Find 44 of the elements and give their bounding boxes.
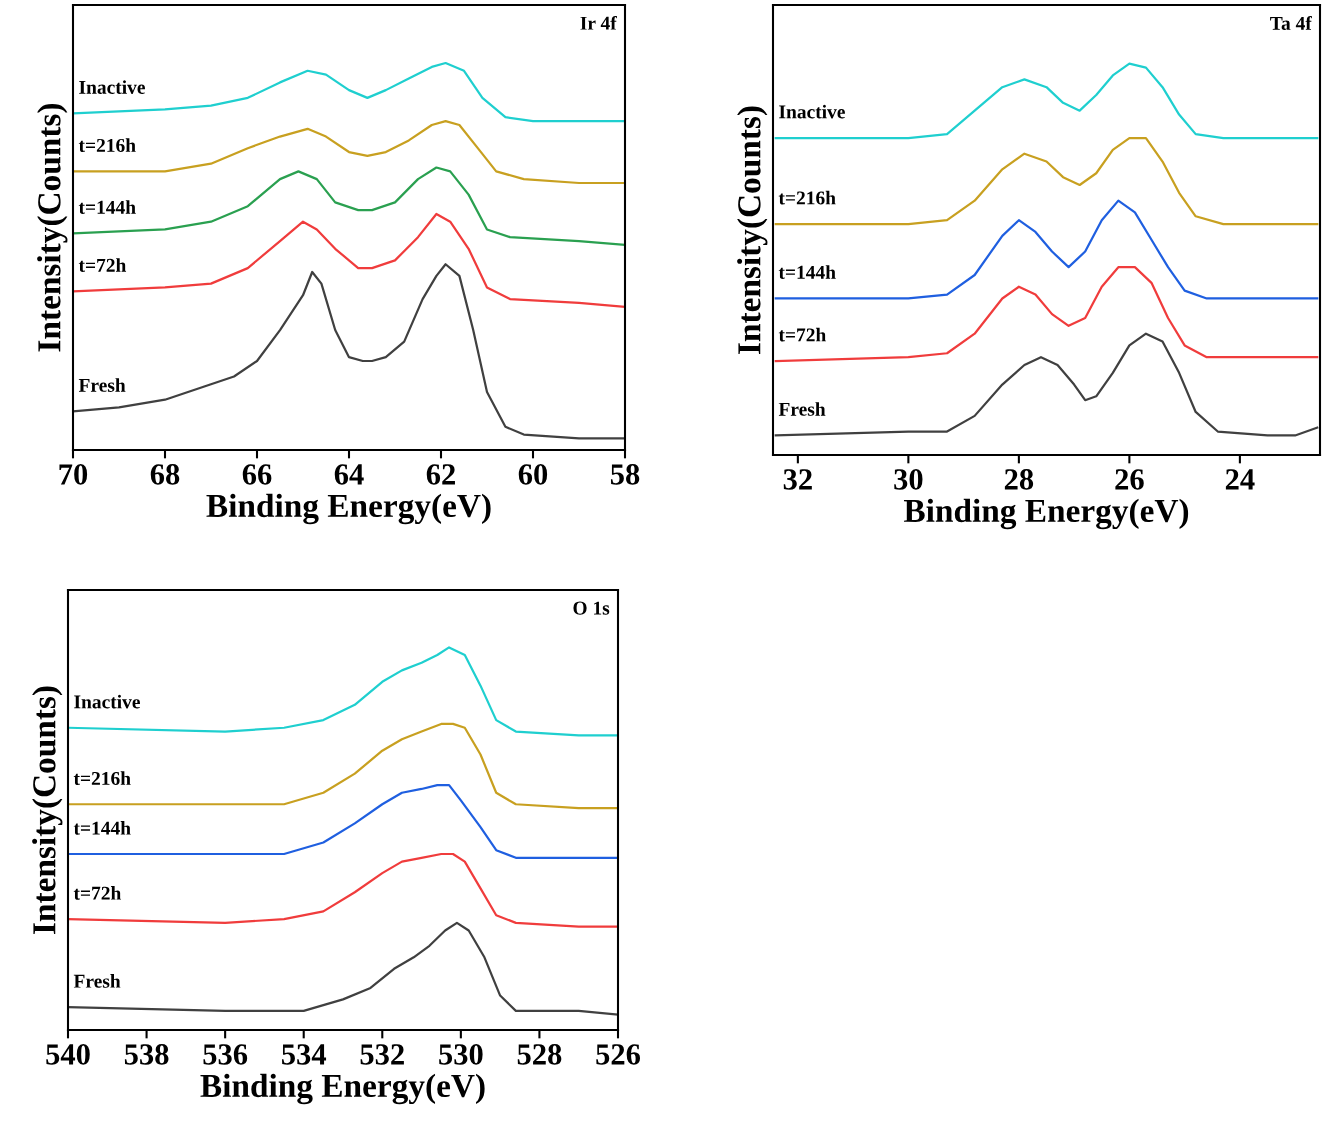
x-tick-label: 26: [1115, 469, 1144, 490]
x-tick-label: 526: [596, 1044, 641, 1065]
chart-title: Ta 4f: [1270, 16, 1312, 30]
series-label: t=216h: [778, 190, 836, 205]
chart-title: Ir 4f: [580, 15, 617, 30]
series-label: Fresh: [78, 378, 126, 392]
x-tick-label: 532: [360, 1044, 404, 1065]
x-tick-label: 528: [517, 1044, 562, 1065]
x-tick-label: 24: [1225, 469, 1255, 490]
x-tick-label: 530: [439, 1044, 483, 1065]
x-tick-label: 62: [426, 464, 455, 485]
x-axis-title: Binding Energy(eV): [903, 498, 1189, 530]
x-axis-title: Binding Energy(eV): [206, 493, 491, 525]
series-label: t=144h: [778, 265, 836, 279]
series-label: t=216h: [78, 138, 136, 152]
series-label: Inactive: [79, 80, 145, 94]
series-label: t=72h: [73, 886, 122, 900]
x-tick-label: 32: [783, 469, 812, 490]
y-axis-title: Intensity(Counts): [37, 103, 68, 352]
x-tick-label: 534: [282, 1044, 327, 1065]
series-label: Fresh: [778, 402, 826, 416]
x-axis-title: Binding Energy(eV): [200, 1073, 485, 1105]
x-tick-label: 68: [150, 464, 180, 485]
series-label: t=72h: [778, 327, 826, 342]
x-tick-label: 538: [124, 1044, 169, 1065]
series-label: t=144h: [78, 200, 136, 214]
x-tick-label: 66: [242, 464, 272, 485]
x-tick-label: 536: [203, 1044, 248, 1065]
x-tick-label: 64: [334, 464, 364, 485]
series-label: Fresh: [73, 974, 121, 988]
y-axis-title: Intensity(Counts): [32, 686, 63, 934]
series-label: Inactive: [779, 104, 845, 119]
series-label: t=216h: [73, 771, 131, 786]
series-label: Inactive: [74, 694, 140, 709]
y-axis-title: Intensity(Counts): [737, 106, 768, 354]
x-tick-label: 540: [46, 1044, 90, 1065]
series-label: t=144h: [73, 821, 131, 835]
x-tick-label: 58: [610, 464, 640, 485]
x-tick-label: 30: [894, 469, 923, 490]
x-tick-label: 70: [59, 464, 88, 485]
x-tick-label: 60: [518, 464, 548, 485]
chart-title: O 1s: [573, 601, 610, 615]
series-label: t=72h: [78, 258, 127, 272]
x-tick-label: 28: [1004, 469, 1034, 490]
